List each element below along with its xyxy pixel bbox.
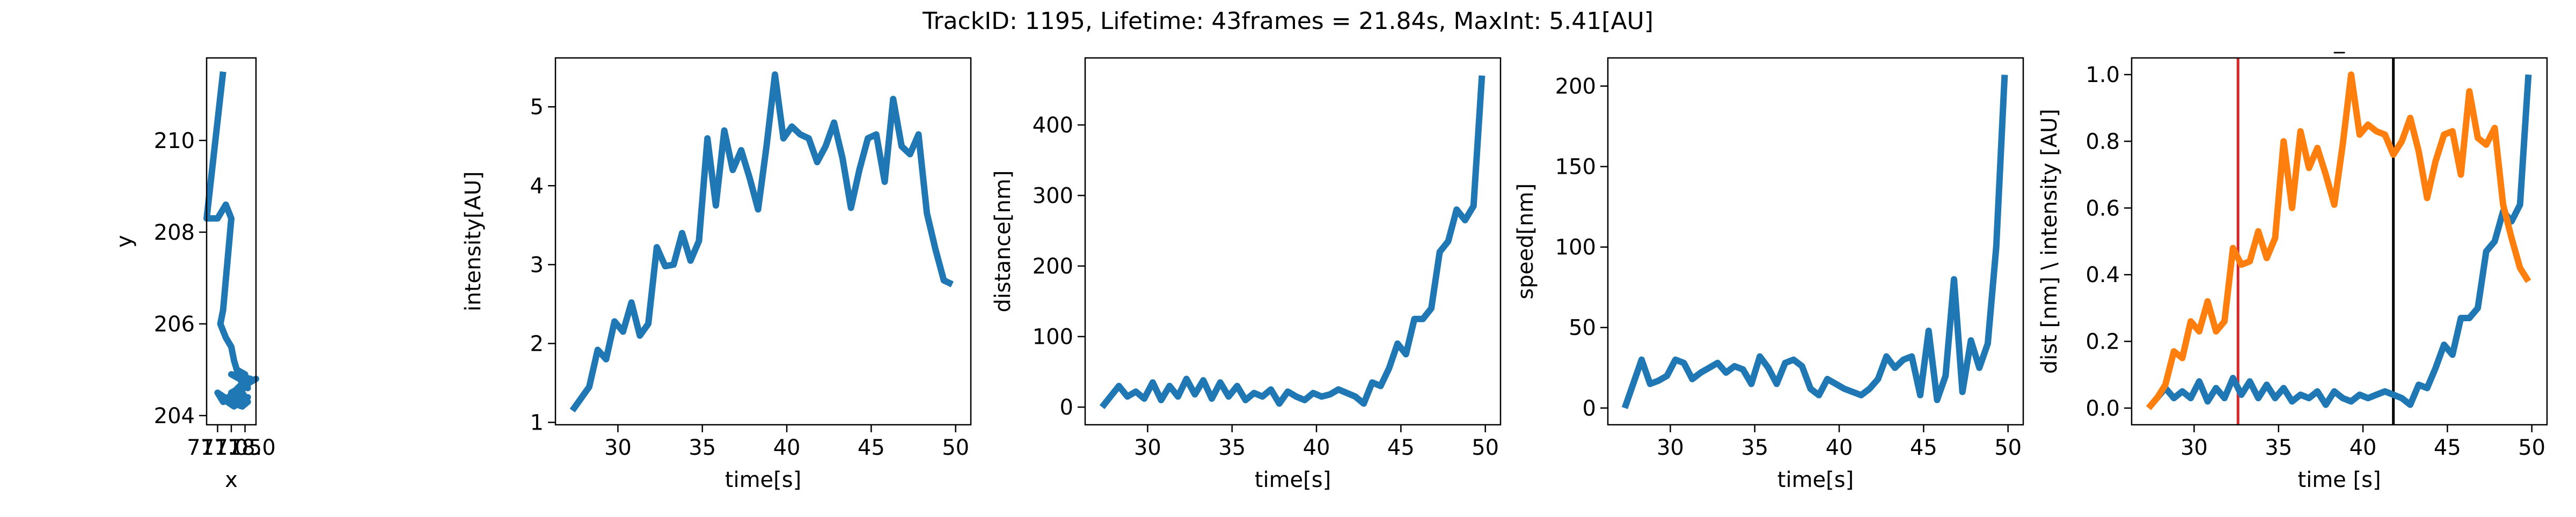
panel-4: 30 35 40 45 50 0 50 100 150 200 time[s] speed[nm] [1513, 57, 2024, 492]
panel-3-xtick-label-2: 35 [1218, 435, 1246, 460]
panel-2-xtick-label-5: 50 [942, 435, 969, 460]
panel-3-ytick-label-2: 100 [1033, 325, 1073, 350]
panel-2-ytick-label-2: 2 [530, 331, 544, 356]
panel-3-xlabel: time[s] [1255, 468, 1331, 492]
panel-1-ytick-label-2: 206 [154, 312, 195, 337]
panel-5-ytick-label-6: 1.0 [2085, 63, 2120, 87]
panel-1-xlabel: x [225, 468, 238, 492]
panel-4-ytick-label-4: 150 [1555, 155, 1596, 180]
panel-3-xtick-label-5: 50 [1472, 435, 1499, 460]
panel-2-series-1-line [569, 71, 954, 412]
panel-1-series-1-line [203, 71, 259, 410]
panel-5-ytick-label-2: 0.2 [2085, 330, 2120, 354]
panel-2-frame [554, 57, 972, 426]
panel-1-ytick-label-3: 208 [154, 220, 195, 245]
panel-5-ytick-label-3: 0.4 [2085, 263, 2120, 287]
panel-2-xtick-label-3: 40 [773, 435, 801, 460]
panel-5-series-2-line [2146, 71, 2531, 410]
panel-4-series-1-line [1621, 75, 2008, 409]
panel-4-ytick-label-5: 200 [1555, 75, 1596, 99]
panel-3-ylabel: distance[nm] [991, 170, 1015, 312]
panel-4-ytick-label-2: 50 [1569, 316, 1596, 341]
panel-4-ytick-label-1: 0 [1583, 396, 1596, 421]
panel-4-xtick-label-1: 30 [1657, 435, 1684, 460]
panel-1-xtick-label-2: 717.5 [201, 435, 262, 460]
panel-4-xtick-label-5: 50 [1994, 435, 2022, 460]
figure-suptitle: TrackID: 1195, Lifetime: 43frames = 21.8… [922, 8, 1653, 35]
panel-5-title: _ [2333, 29, 2345, 54]
panel-4-frame [1607, 57, 2024, 426]
panel-5-xtick-label-4: 45 [2434, 435, 2461, 460]
panel-2-ylabel: intensity[AU] [461, 171, 486, 311]
panel-1-ytick-label-4: 210 [154, 129, 195, 153]
panel-1-ylabel: y [112, 235, 137, 248]
panel-4-ytick-label-3: 100 [1555, 235, 1596, 260]
panel-4-ylabel: speed[nm] [1513, 183, 1538, 299]
panel-3-xtick-label-4: 45 [1387, 435, 1415, 460]
panel-5-ytick-label-5: 0.8 [2085, 129, 2120, 154]
panel-5-xtick-label-5: 50 [2518, 435, 2545, 460]
panel-3-ytick-label-1: 0 [1060, 395, 1073, 420]
panel-2-ytick-label-3: 3 [530, 253, 544, 277]
panel-2-xtick-label-4: 45 [858, 435, 885, 460]
panel-5-series-1-line [2146, 74, 2532, 410]
panel-2-xtick-label-2: 35 [689, 435, 716, 460]
panel-4-xtick-label-2: 35 [1741, 435, 1768, 460]
panel-4-xtick-label-4: 45 [1910, 435, 1937, 460]
panel-5-xtick-label-2: 35 [2265, 435, 2292, 460]
panel-1-ytick-label-1: 204 [154, 404, 195, 429]
panel-2-ytick-label-5: 5 [530, 95, 544, 120]
panel-3-ytick-label-5: 400 [1033, 113, 1073, 138]
panel-5-xlabel: time [s] [2297, 468, 2381, 492]
panel-2-xlabel: time[s] [725, 468, 801, 492]
panel-3-ytick-label-4: 300 [1033, 184, 1073, 209]
panel-2-xtick-label-1: 30 [604, 435, 632, 460]
panel-5-ylabel: dist [nm] \ intensity [AU] [2037, 109, 2062, 374]
panel-1-xtick-label-1: 717.0 [187, 435, 248, 460]
panel-5: 30 35 40 45 50 0.0 0.2 0.4 0.6 0.8 1.0 time [s] dist… [2037, 29, 2548, 492]
panel-3-series-1-line [1099, 75, 1485, 409]
panel-4-xtick-label-3: 40 [1826, 435, 1853, 460]
panel-3: 30 35 40 45 50 0 100 200 300 400 time[s] distance[n… [991, 57, 1502, 492]
panel-3-xtick-label-1: 30 [1134, 435, 1161, 460]
panel-4-xlabel: time[s] [1777, 468, 1854, 492]
panel-5-xtick-label-3: 40 [2350, 435, 2377, 460]
panel-1-xtick-label-3: 718.0 [214, 435, 276, 460]
panel-5-frame [2131, 57, 2548, 426]
panel-2-ytick-label-4: 4 [530, 174, 544, 198]
panel-2-ytick-label-1: 1 [530, 411, 544, 435]
panel-3-frame [1084, 57, 1502, 426]
panel-5-ytick-label-4: 0.6 [2085, 196, 2120, 221]
panel-5-ytick-label-1: 0.0 [2085, 396, 2120, 421]
panel-3-ytick-label-3: 200 [1033, 254, 1073, 279]
panel-3-xtick-label-3: 40 [1303, 435, 1330, 460]
panel-5-xtick-label-1: 30 [2180, 435, 2208, 460]
